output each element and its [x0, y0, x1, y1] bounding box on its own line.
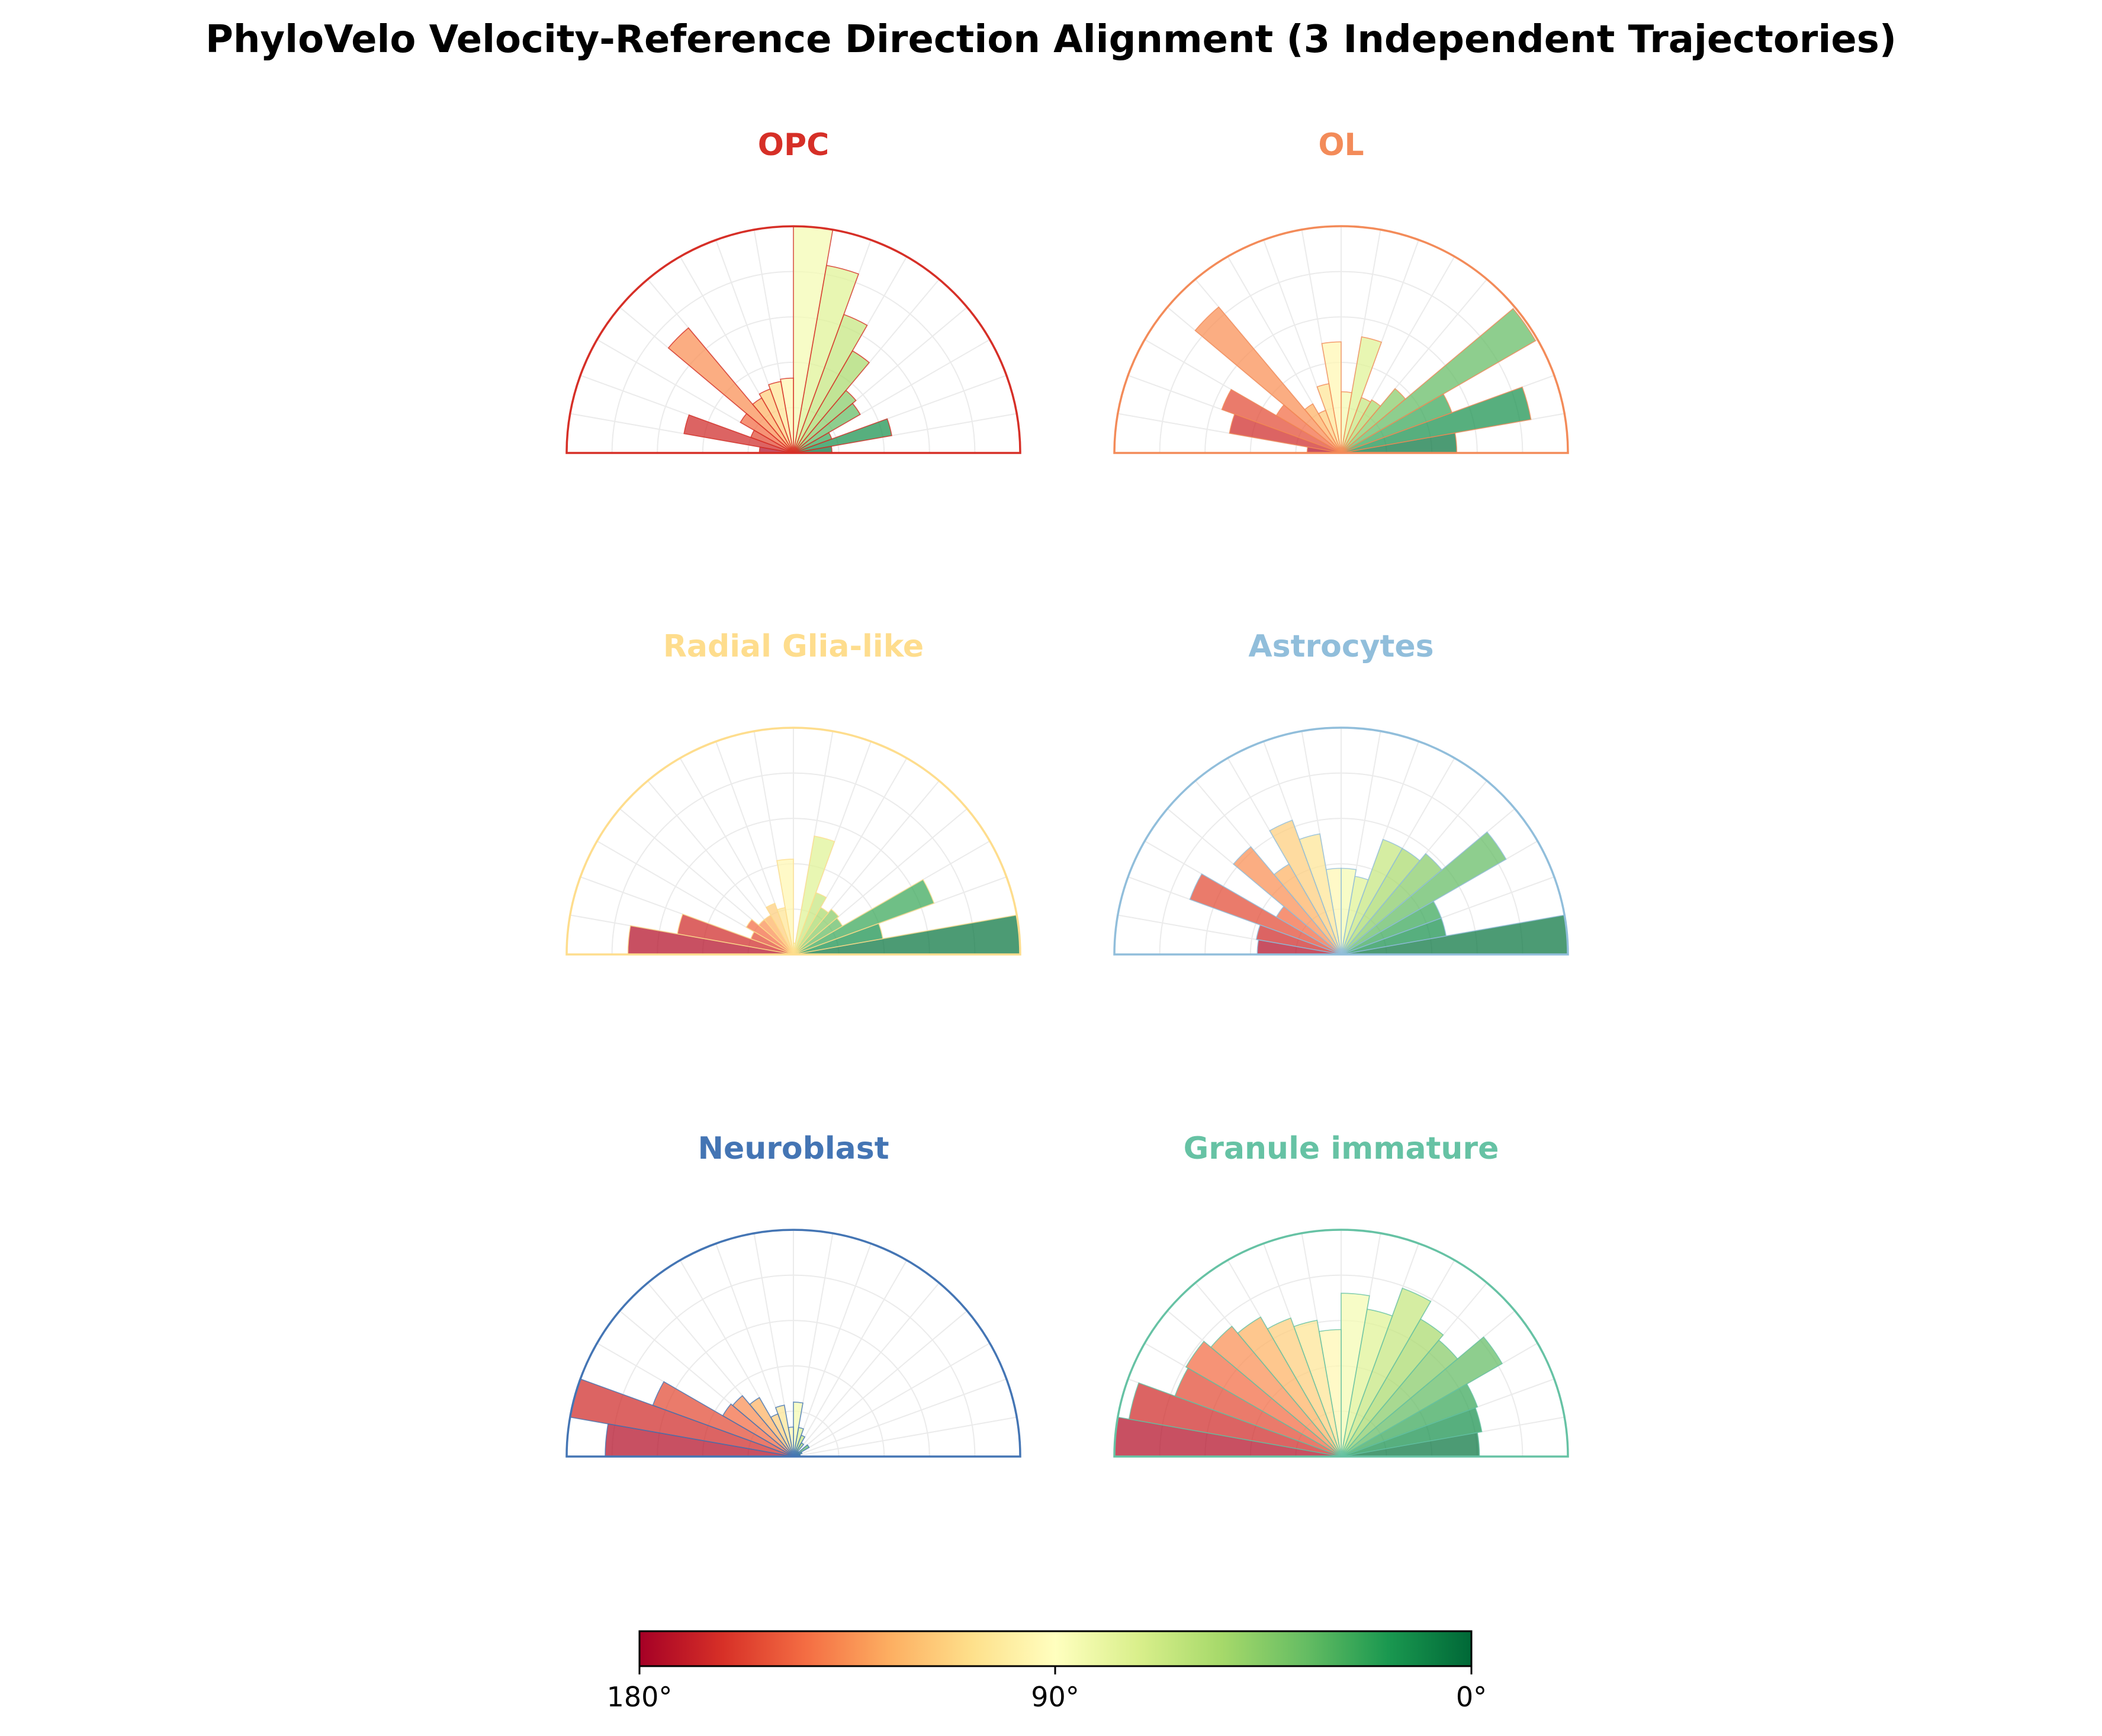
- panel-frame: [565, 225, 1021, 454]
- bar-135deg: [1232, 846, 1342, 955]
- bar-165deg: [1255, 924, 1342, 955]
- bar-85deg: [793, 1401, 803, 1457]
- panels: OPC OL Radial Glia-like Astrocytes Neuroblas…: [565, 127, 1569, 1458]
- grid-ring: [1159, 772, 1524, 955]
- colorbar-label-90: 90°: [1031, 1681, 1079, 1713]
- grid-spoke: [793, 1282, 940, 1457]
- panel-title: OL: [1318, 127, 1364, 163]
- bar-145deg: [740, 413, 794, 454]
- grid-spoke: [793, 1259, 908, 1457]
- bar-65deg: [1341, 1287, 1432, 1457]
- bar-165deg: [683, 414, 794, 454]
- bar-115deg: [1269, 819, 1342, 955]
- bar-35deg: [1341, 831, 1507, 955]
- panel-title: Radial Glia-like: [663, 629, 924, 664]
- colorbar-gradient: [638, 1630, 1473, 1667]
- panel-title: Neuroblast: [698, 1131, 889, 1166]
- bar-155deg: [1189, 873, 1342, 955]
- bar-75deg: [793, 835, 835, 955]
- panel-frame: [1113, 1229, 1569, 1458]
- grid-spoke: [793, 1378, 1007, 1457]
- panel-opc: OPC: [565, 127, 1021, 454]
- grid-ring: [1204, 316, 1478, 454]
- grid-spoke: [793, 1243, 872, 1457]
- grid-ring: [1159, 271, 1524, 454]
- panel-neuroblast: Neuroblast: [565, 1131, 1021, 1458]
- panel-frame: [1113, 726, 1569, 956]
- bar-75deg: [1341, 336, 1383, 454]
- panel-frame: [565, 1229, 1021, 1458]
- colorbar: 180° 90° 0°: [607, 1630, 1487, 1713]
- bar-35deg: [1341, 308, 1537, 454]
- grid-ring: [1159, 1274, 1524, 1457]
- panel-ol: OL: [1113, 127, 1569, 454]
- panel-frame: [1113, 225, 1569, 454]
- grid-ring: [611, 1274, 976, 1457]
- panel-radial-glia-like: Radial Glia-like: [565, 629, 1021, 956]
- bar-115deg: [758, 388, 794, 454]
- bar-155deg: [1221, 388, 1342, 454]
- colorbar-label-180: 180°: [607, 1681, 673, 1713]
- bar-55deg: [1341, 399, 1381, 454]
- bar-135deg: [1194, 306, 1342, 454]
- bar-115deg: [765, 902, 794, 955]
- bar-145deg: [745, 918, 794, 955]
- panel-frame: [565, 726, 1021, 956]
- panel-astrocytes: Astrocytes: [1113, 629, 1569, 956]
- panel-granule-immature: Granule immature: [1113, 1131, 1569, 1458]
- grid-ring: [611, 772, 976, 955]
- colorbar-label-0: 0°: [1456, 1681, 1487, 1713]
- bar-165deg: [1229, 413, 1342, 454]
- bar-135deg: [667, 327, 794, 454]
- bar-15deg: [1341, 386, 1532, 454]
- grid-spoke: [793, 1342, 991, 1457]
- chart-title: PhyloVelo Velocity-Reference Direction A…: [205, 18, 1897, 62]
- panel-title: Astrocytes: [1248, 629, 1434, 664]
- bar-85deg: [1341, 1293, 1370, 1457]
- bar-25deg: [793, 879, 935, 955]
- panel-title: Granule immature: [1184, 1131, 1499, 1166]
- bar-45deg: [1341, 388, 1406, 454]
- bar-45deg: [1341, 853, 1443, 955]
- grid-spoke: [793, 1416, 1017, 1457]
- bar-145deg: [1185, 1340, 1342, 1457]
- grid-spoke: [793, 1310, 968, 1457]
- bar-45deg: [793, 908, 840, 955]
- panel-title: OPC: [758, 127, 829, 163]
- bar-65deg: [1341, 838, 1403, 955]
- bar-35deg: [1341, 1336, 1503, 1457]
